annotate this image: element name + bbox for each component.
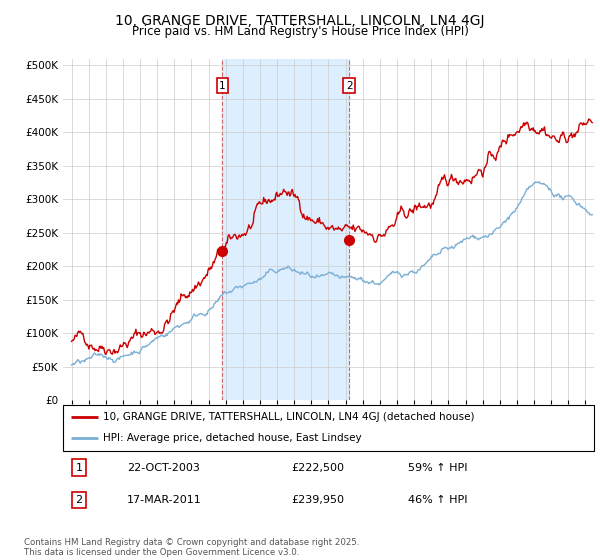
Text: 59% ↑ HPI: 59% ↑ HPI	[408, 463, 467, 473]
Text: 10, GRANGE DRIVE, TATTERSHALL, LINCOLN, LN4 4GJ (detached house): 10, GRANGE DRIVE, TATTERSHALL, LINCOLN, …	[103, 412, 475, 422]
Text: Contains HM Land Registry data © Crown copyright and database right 2025.
This d: Contains HM Land Registry data © Crown c…	[24, 538, 359, 557]
Text: 46% ↑ HPI: 46% ↑ HPI	[408, 495, 467, 505]
Text: 17-MAR-2011: 17-MAR-2011	[127, 495, 202, 505]
Text: £239,950: £239,950	[292, 495, 344, 505]
Text: 2: 2	[346, 81, 353, 91]
Text: 22-OCT-2003: 22-OCT-2003	[127, 463, 200, 473]
Text: £222,500: £222,500	[292, 463, 344, 473]
Text: 10, GRANGE DRIVE, TATTERSHALL, LINCOLN, LN4 4GJ: 10, GRANGE DRIVE, TATTERSHALL, LINCOLN, …	[115, 14, 485, 28]
Text: 2: 2	[76, 495, 82, 505]
Text: 1: 1	[76, 463, 82, 473]
Text: 1: 1	[219, 81, 226, 91]
Text: Price paid vs. HM Land Registry's House Price Index (HPI): Price paid vs. HM Land Registry's House …	[131, 25, 469, 38]
Text: HPI: Average price, detached house, East Lindsey: HPI: Average price, detached house, East…	[103, 433, 361, 444]
Bar	[223, 59, 349, 400]
